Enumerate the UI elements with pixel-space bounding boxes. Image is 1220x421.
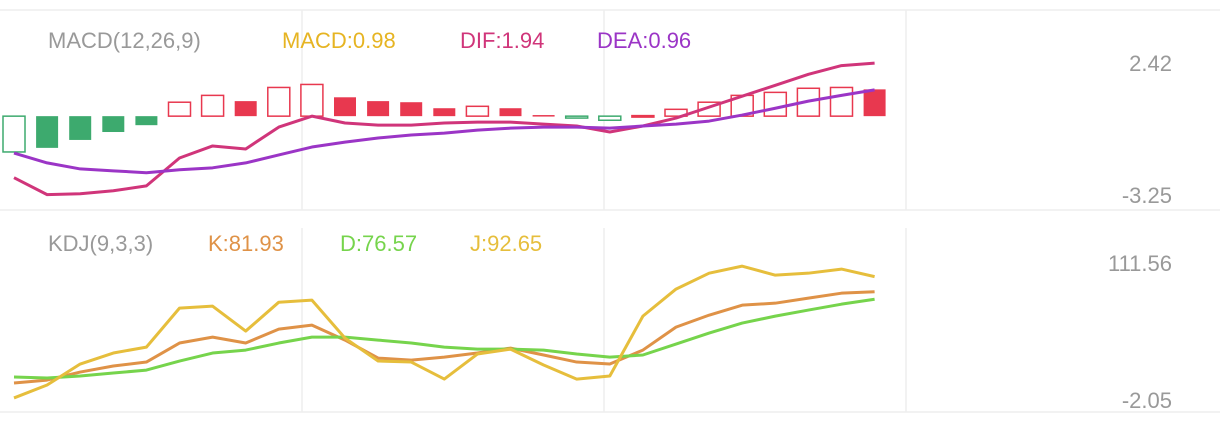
macd-bar	[167, 101, 192, 117]
indicator-title: MACD(12,26,9)	[48, 28, 201, 53]
macd-bar	[2, 115, 26, 153]
macd-bar	[664, 108, 688, 117]
macd-bar	[69, 116, 92, 140]
macd-bar	[465, 105, 490, 117]
macd-bar	[763, 91, 788, 117]
macd-bar	[532, 115, 555, 117]
y-tick-label: 111.56	[1108, 251, 1172, 276]
y-tick-label: -3.25	[1122, 183, 1172, 208]
indicator-line	[13, 88, 875, 175]
macd-bar	[334, 97, 356, 117]
macd-bar	[367, 101, 390, 117]
grid	[0, 9, 1220, 413]
macd-bar	[234, 101, 257, 117]
indicator-line	[13, 290, 875, 385]
indicator-line	[13, 264, 875, 400]
macd-bar	[564, 115, 589, 119]
macd-bar	[499, 108, 522, 117]
indicator-title: KDJ(9,3,3)	[48, 231, 153, 256]
macd-bar	[102, 116, 125, 133]
macd-bar	[400, 102, 423, 117]
macd-bar	[598, 115, 622, 122]
y-tick-label: 2.42	[1129, 51, 1172, 76]
macd-bar	[267, 86, 291, 117]
legend-entry: DIF:1.94	[460, 28, 544, 53]
macd-bar	[36, 116, 59, 148]
macd-bar	[135, 116, 158, 126]
macd-bar	[300, 83, 324, 117]
macd-bar	[433, 108, 456, 117]
legend-entry: MACD:0.98	[282, 28, 396, 53]
macd-bar	[200, 94, 225, 117]
legend-entry: K:81.93	[208, 231, 284, 256]
macd-bar	[863, 89, 886, 117]
indicator-line	[13, 297, 875, 380]
indicator-line	[13, 61, 875, 197]
macd-bar	[829, 86, 854, 117]
legend-entry: J:92.65	[470, 231, 542, 256]
y-tick-label: -2.05	[1122, 388, 1172, 413]
legend-entry: DEA:0.96	[597, 28, 691, 53]
macd-bar	[631, 114, 655, 118]
legend-entry: D:76.57	[340, 231, 417, 256]
